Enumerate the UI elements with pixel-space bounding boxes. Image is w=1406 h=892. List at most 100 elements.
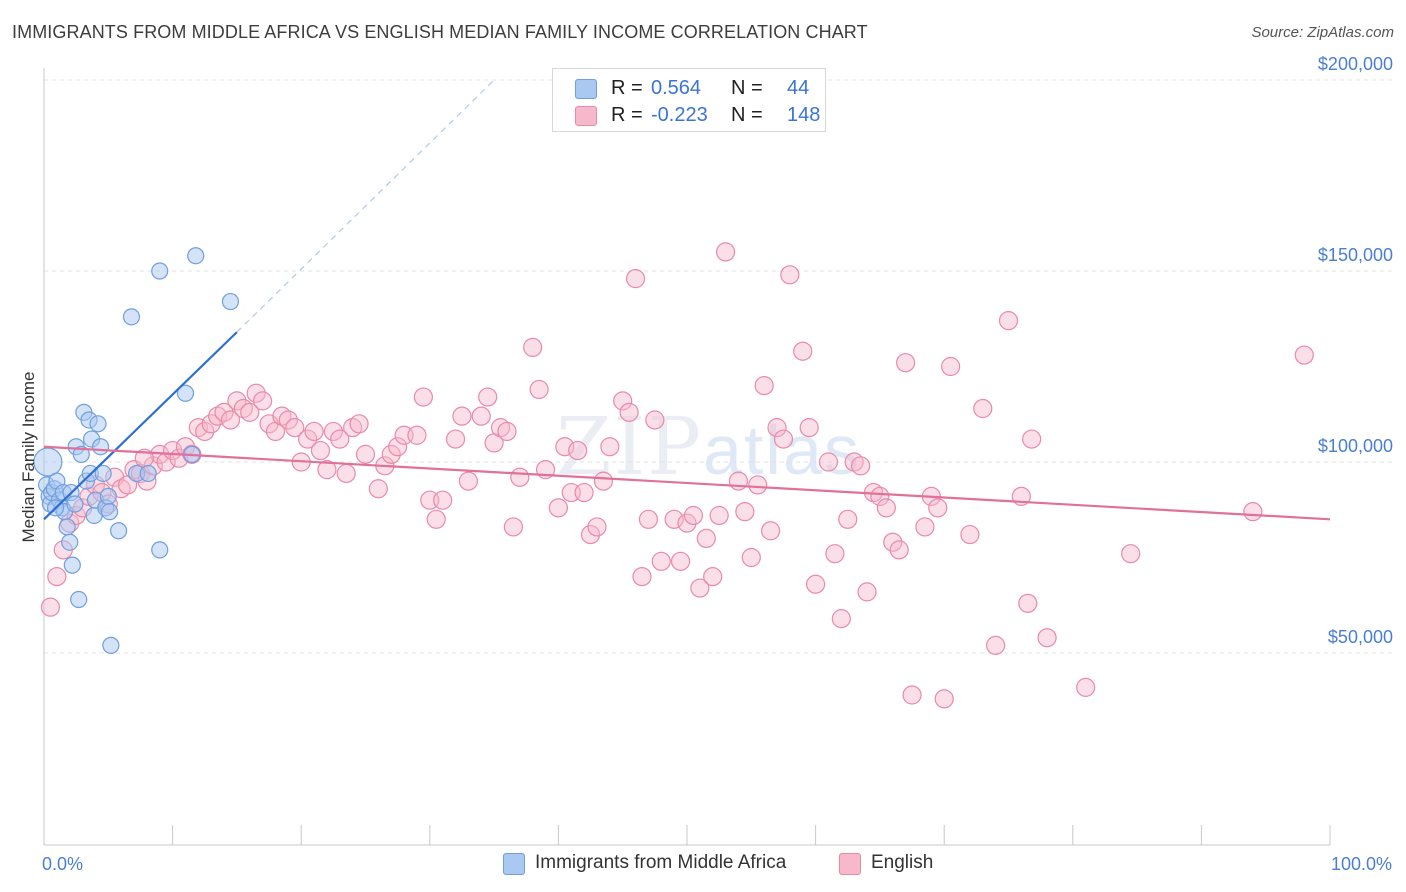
english-point: [703, 566, 723, 587]
english-point: [368, 479, 388, 499]
english-point: [195, 421, 215, 442]
x-tick-label-max: 100.0%: [1331, 854, 1392, 874]
watermark-atlas: atlas: [703, 411, 861, 489]
middle-africa-point: [33, 447, 63, 477]
english-point: [355, 444, 376, 464]
english-point: [793, 341, 813, 361]
english-point: [973, 398, 993, 419]
middle-africa-point: [109, 522, 128, 540]
legend-r-label: R =: [611, 77, 643, 99]
english-point: [998, 311, 1019, 331]
english-point: [857, 582, 877, 602]
english-point: [613, 391, 633, 411]
bottom-legend-label: English: [871, 852, 934, 873]
english-points: [40, 242, 1314, 709]
english-point: [735, 502, 755, 522]
english-point: [1243, 502, 1263, 522]
english-point: [253, 391, 273, 411]
middle-africa-point: [139, 464, 157, 483]
middle-africa-point: [100, 503, 119, 521]
english-point: [754, 376, 774, 396]
english-point: [889, 540, 909, 560]
english-point: [677, 513, 697, 533]
english-point: [838, 509, 858, 529]
english-point: [503, 517, 523, 537]
english-point: [381, 444, 401, 464]
english-point: [413, 387, 433, 407]
english-point: [876, 498, 896, 518]
english-point: [619, 402, 639, 422]
english-point: [1022, 429, 1042, 449]
english-point: [805, 574, 826, 594]
middle-africa-point: [66, 495, 84, 513]
english-point: [773, 429, 794, 449]
english-point: [47, 566, 67, 587]
english-point: [632, 566, 652, 587]
english-point: [780, 265, 800, 285]
english-point: [1018, 593, 1038, 613]
english-point: [201, 414, 221, 434]
english-point: [715, 242, 736, 262]
english-point: [349, 414, 369, 434]
english-point: [336, 463, 356, 484]
english-point: [818, 452, 839, 472]
english-point: [696, 528, 716, 549]
english-point: [220, 410, 241, 430]
correlation-legend: R = 0.564 N = 44 R = -0.223 N = 148: [552, 68, 826, 132]
english-point: [433, 490, 453, 510]
english-point: [298, 429, 318, 449]
middle-africa-trend-line: [43, 331, 238, 521]
english-point: [1121, 544, 1141, 564]
middle-africa-point: [63, 556, 81, 574]
english-point: [445, 429, 466, 449]
english-point: [317, 460, 337, 480]
y-tick-label: $200,000: [1318, 54, 1393, 74]
english-point: [831, 609, 851, 629]
english-point: [825, 544, 845, 564]
legend-n-label: N =: [731, 77, 763, 99]
bottom-legend-label: Immigrants from Middle Africa: [535, 852, 787, 873]
english-point: [709, 505, 729, 526]
middle-africa-point: [187, 247, 205, 265]
middle-africa-point: [72, 445, 90, 463]
english-point: [625, 269, 646, 289]
english-point: [323, 421, 343, 442]
legend-n-value: 148: [787, 104, 821, 126]
x-ticks: [43, 825, 1331, 845]
english-point: [548, 498, 569, 518]
bottom-legend-swatch-pink: [839, 853, 861, 875]
english-point: [728, 471, 749, 491]
english-point: [883, 532, 903, 552]
english-point: [664, 509, 684, 529]
middle-africa-point: [94, 464, 112, 483]
english-trend-line: [43, 445, 1331, 521]
english-point: [478, 387, 498, 407]
english-point: [690, 578, 710, 598]
english-point: [986, 635, 1006, 655]
english-point: [40, 597, 61, 617]
middle-africa-point: [58, 518, 76, 536]
english-point: [638, 509, 659, 529]
middle-africa-point: [61, 533, 79, 551]
english-point: [240, 402, 260, 422]
y-tick-labels: $50,000 $100,000 $150,000 $200,000: [1318, 54, 1393, 647]
legend-r-value: 0.564: [651, 77, 702, 99]
middle-africa-point: [70, 590, 88, 609]
legend-r-label: R =: [611, 104, 643, 126]
middle-africa-point: [176, 384, 195, 402]
bottom-legend-swatch-blue: [503, 853, 525, 875]
english-point: [330, 429, 350, 449]
legend-n-label: N =: [731, 104, 763, 126]
english-point: [960, 524, 980, 545]
english-point: [529, 379, 549, 400]
english-point: [574, 482, 594, 503]
middle-africa-point: [151, 262, 169, 280]
middle-africa-trend-extension: [236, 79, 495, 333]
source-label: Source: ZipAtlas.com: [1251, 24, 1394, 41]
english-point: [651, 551, 671, 571]
english-point: [580, 524, 601, 545]
english-point: [928, 498, 948, 518]
english-point: [426, 509, 446, 529]
english-point: [471, 406, 491, 426]
